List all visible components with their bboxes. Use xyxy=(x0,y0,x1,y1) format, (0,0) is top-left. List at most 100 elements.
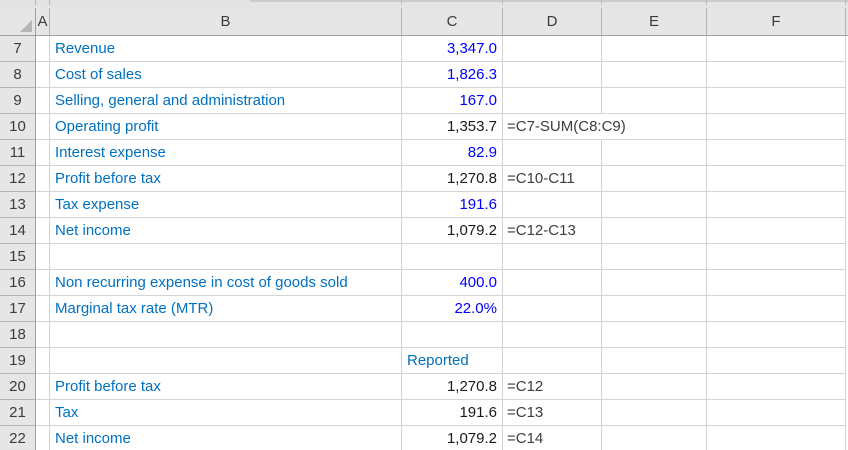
cell-D16[interactable] xyxy=(503,270,602,296)
column-header-f[interactable]: F xyxy=(707,8,846,35)
column-header-b[interactable]: B xyxy=(50,8,402,35)
cell-E15[interactable] xyxy=(602,244,707,270)
cell-B19[interactable] xyxy=(50,348,402,374)
row-header-15[interactable]: 15 xyxy=(0,244,36,270)
row-header-21[interactable]: 21 xyxy=(0,400,36,426)
cell-D19[interactable] xyxy=(503,348,602,374)
cell-F12[interactable] xyxy=(707,166,846,192)
select-all-button[interactable] xyxy=(0,8,36,35)
cell-B9[interactable]: Selling, general and administration xyxy=(50,88,402,114)
row-header-18[interactable]: 18 xyxy=(0,322,36,348)
row-header-9[interactable]: 9 xyxy=(0,88,36,114)
cell-D9[interactable] xyxy=(503,88,602,114)
cell-A15[interactable] xyxy=(36,244,50,270)
cell-F14[interactable] xyxy=(707,218,846,244)
cell-D15[interactable] xyxy=(503,244,602,270)
row-header-11[interactable]: 11 xyxy=(0,140,36,166)
cell-C13[interactable]: 191.6 xyxy=(402,192,503,218)
cell-F18[interactable] xyxy=(707,322,846,348)
cell-C22[interactable]: 1,079.2 xyxy=(402,426,503,450)
cell-E21[interactable] xyxy=(602,400,707,426)
cell-A18[interactable] xyxy=(36,322,50,348)
row-header-16[interactable]: 16 xyxy=(0,270,36,296)
cell-F11[interactable] xyxy=(707,140,846,166)
cell-D11[interactable] xyxy=(503,140,602,166)
row-header-14[interactable]: 14 xyxy=(0,218,36,244)
cell-E8[interactable] xyxy=(602,62,707,88)
row-header-17[interactable]: 17 xyxy=(0,296,36,322)
cell-E22[interactable] xyxy=(602,426,707,450)
cell-B17[interactable]: Marginal tax rate (MTR) xyxy=(50,296,402,322)
cell-F15[interactable] xyxy=(707,244,846,270)
cell-E14[interactable] xyxy=(602,218,707,244)
cell-F10[interactable] xyxy=(707,114,846,140)
cell-D18[interactable] xyxy=(503,322,602,348)
cell-C10[interactable]: 1,353.7 xyxy=(402,114,503,140)
cell-E13[interactable] xyxy=(602,192,707,218)
row-header-12[interactable]: 12 xyxy=(0,166,36,192)
row-header-19[interactable]: 19 xyxy=(0,348,36,374)
cell-E7[interactable] xyxy=(602,36,707,62)
cell-C8[interactable]: 1,826.3 xyxy=(402,62,503,88)
cell-F9[interactable] xyxy=(707,88,846,114)
cell-B18[interactable] xyxy=(50,322,402,348)
cell-C20[interactable]: 1,270.8 xyxy=(402,374,503,400)
cell-F20[interactable] xyxy=(707,374,846,400)
cell-B10[interactable]: Operating profit xyxy=(50,114,402,140)
cell-A19[interactable] xyxy=(36,348,50,374)
cell-F7[interactable] xyxy=(707,36,846,62)
cell-C18[interactable] xyxy=(402,322,503,348)
cell-C7[interactable]: 3,347.0 xyxy=(402,36,503,62)
cell-F8[interactable] xyxy=(707,62,846,88)
cell-C19[interactable]: Reported xyxy=(402,348,503,374)
cell-C14[interactable]: 1,079.2 xyxy=(402,218,503,244)
cell-F22[interactable] xyxy=(707,426,846,450)
cell-A20[interactable] xyxy=(36,374,50,400)
cell-C11[interactable]: 82.9 xyxy=(402,140,503,166)
cell-A21[interactable] xyxy=(36,400,50,426)
cell-A9[interactable] xyxy=(36,88,50,114)
cell-A16[interactable] xyxy=(36,270,50,296)
cell-A7[interactable] xyxy=(36,36,50,62)
cell-D17[interactable] xyxy=(503,296,602,322)
cell-B20[interactable]: Profit before tax xyxy=(50,374,402,400)
cell-A22[interactable] xyxy=(36,426,50,450)
row-header-20[interactable]: 20 xyxy=(0,374,36,400)
cell-A12[interactable] xyxy=(36,166,50,192)
cell-C17[interactable]: 22.0% xyxy=(402,296,503,322)
cell-C21[interactable]: 191.6 xyxy=(402,400,503,426)
cell-B7[interactable]: Revenue xyxy=(50,36,402,62)
cell-C9[interactable]: 167.0 xyxy=(402,88,503,114)
row-header-10[interactable]: 10 xyxy=(0,114,36,140)
cell-B16[interactable]: Non recurring expense in cost of goods s… xyxy=(50,270,402,296)
cell-D14[interactable]: =C12-C13 xyxy=(503,218,602,244)
cell-D8[interactable] xyxy=(503,62,602,88)
cell-D10[interactable]: =C7-SUM(C8:C9) xyxy=(503,114,626,140)
cell-A10[interactable] xyxy=(36,114,50,140)
cell-E20[interactable] xyxy=(602,374,707,400)
cell-B11[interactable]: Interest expense xyxy=(50,140,402,166)
cell-C15[interactable] xyxy=(402,244,503,270)
column-header-d[interactable]: D xyxy=(503,8,602,35)
cell-E12[interactable] xyxy=(602,166,707,192)
cell-E10[interactable] xyxy=(602,114,707,140)
cell-D12[interactable]: =C10-C11 xyxy=(503,166,602,192)
cell-B15[interactable] xyxy=(50,244,402,270)
cell-E16[interactable] xyxy=(602,270,707,296)
cell-A17[interactable] xyxy=(36,296,50,322)
cell-B12[interactable]: Profit before tax xyxy=(50,166,402,192)
cell-E18[interactable] xyxy=(602,322,707,348)
cell-F16[interactable] xyxy=(707,270,846,296)
cell-A8[interactable] xyxy=(36,62,50,88)
cell-A14[interactable] xyxy=(36,218,50,244)
row-header-22[interactable]: 22 xyxy=(0,426,36,450)
cell-D22[interactable]: =C14 xyxy=(503,426,602,450)
cell-F19[interactable] xyxy=(707,348,846,374)
cell-F17[interactable] xyxy=(707,296,846,322)
cell-E11[interactable] xyxy=(602,140,707,166)
row-header-13[interactable]: 13 xyxy=(0,192,36,218)
cell-D21[interactable]: =C13 xyxy=(503,400,602,426)
cell-B13[interactable]: Tax expense xyxy=(50,192,402,218)
cell-E9[interactable] xyxy=(602,88,707,114)
row-header-8[interactable]: 8 xyxy=(0,62,36,88)
